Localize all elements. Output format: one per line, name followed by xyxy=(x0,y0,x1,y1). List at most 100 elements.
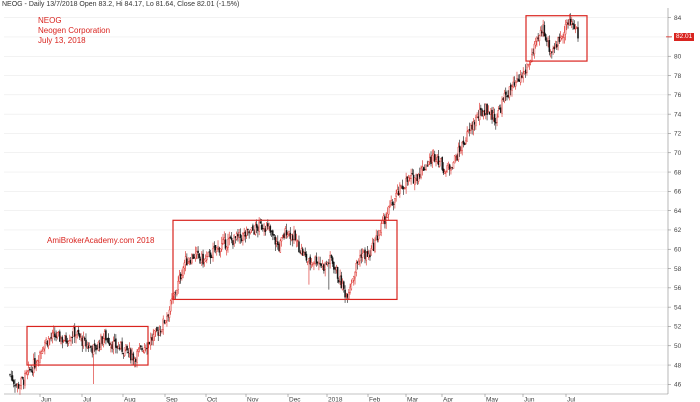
candle-body xyxy=(349,286,351,293)
candle-body xyxy=(247,229,249,231)
candle-body xyxy=(506,95,508,98)
y-tick-label: 50 xyxy=(674,343,682,350)
candle-body xyxy=(54,333,56,337)
candle-body xyxy=(72,327,75,337)
candle-body xyxy=(548,40,551,52)
candle-body xyxy=(88,345,91,348)
candle-body xyxy=(389,205,391,207)
candle-body xyxy=(446,165,448,173)
candle-body xyxy=(505,91,507,95)
candle-body xyxy=(169,300,172,312)
candle-body xyxy=(328,262,330,264)
candle-body xyxy=(264,228,267,232)
candle-body xyxy=(306,261,309,263)
candle-body xyxy=(56,332,59,338)
candle-body xyxy=(537,37,539,40)
candle-body xyxy=(24,373,26,386)
candle-body xyxy=(59,331,61,342)
candle-body xyxy=(269,226,272,233)
y-tick-label: 80 xyxy=(674,53,682,60)
candle-body xyxy=(343,281,345,289)
grid-lines xyxy=(4,17,668,385)
candle-body xyxy=(150,337,152,346)
candle-body xyxy=(32,359,35,374)
candle-body xyxy=(81,337,83,346)
candle-body xyxy=(22,379,25,385)
candle-body xyxy=(375,235,377,241)
candle-body xyxy=(141,347,143,351)
candle-body xyxy=(273,234,275,236)
candle-body xyxy=(567,22,569,25)
candle-body xyxy=(523,71,526,75)
x-tick-label: Apr xyxy=(443,397,454,402)
x-tick-label: Mar xyxy=(407,397,419,402)
candle-body xyxy=(121,341,123,352)
candle-body xyxy=(76,331,79,335)
candle-body xyxy=(106,338,108,340)
candle-body xyxy=(97,341,100,351)
candle-body xyxy=(485,104,487,114)
candle-body xyxy=(176,290,178,295)
candle-body xyxy=(232,240,234,246)
candle-body xyxy=(313,262,315,265)
candle-body xyxy=(60,338,62,344)
candle-body xyxy=(287,234,289,237)
candle-body xyxy=(153,330,156,337)
candle-body xyxy=(208,251,211,253)
candle-body xyxy=(321,263,324,267)
candle-body xyxy=(248,231,250,234)
candle-body xyxy=(339,276,341,282)
candle-body xyxy=(487,111,490,114)
candle-body xyxy=(107,337,110,344)
candle-body xyxy=(507,94,509,98)
candle-body xyxy=(554,45,557,49)
candle-body xyxy=(573,24,576,30)
candle-body xyxy=(387,206,390,215)
candle-body xyxy=(132,353,135,361)
candle-body xyxy=(131,354,133,360)
candle-body xyxy=(244,231,247,237)
candle-body xyxy=(234,236,237,239)
candle-body xyxy=(422,167,425,171)
candle-body xyxy=(257,226,259,231)
candle-body xyxy=(367,253,370,258)
candles xyxy=(9,13,579,395)
candle-body xyxy=(556,44,558,48)
candle-body xyxy=(207,252,209,257)
candle-body xyxy=(411,173,414,175)
y-tick-label: 72 xyxy=(674,131,682,138)
candle-body xyxy=(92,344,95,355)
candle-body xyxy=(275,241,278,244)
candle-body xyxy=(534,41,537,46)
candle-body xyxy=(476,114,478,118)
candle-body xyxy=(128,348,131,354)
candle-body xyxy=(376,235,379,241)
candle-body xyxy=(453,155,456,164)
candle-body xyxy=(361,253,364,258)
candle-body xyxy=(354,271,356,279)
candle-body xyxy=(229,236,232,239)
candle-body xyxy=(309,256,311,265)
candle-body xyxy=(577,27,579,39)
candle-body xyxy=(228,237,230,240)
candle-body xyxy=(448,164,451,170)
candle-body xyxy=(70,337,72,342)
candle-body xyxy=(512,81,514,88)
candle-body xyxy=(174,292,177,294)
candle-body xyxy=(284,228,287,239)
candle-body xyxy=(137,349,140,352)
candle-body xyxy=(96,348,98,350)
candle-body xyxy=(136,351,138,363)
y-tick-label: 70 xyxy=(674,150,682,157)
candle-body xyxy=(186,258,188,266)
range-box xyxy=(525,15,588,62)
candle-body xyxy=(258,221,260,232)
candle-body xyxy=(308,258,310,261)
candle-body xyxy=(143,347,146,353)
candle-body xyxy=(481,109,483,117)
candle-body xyxy=(340,275,343,289)
candle-body xyxy=(55,335,57,339)
y-axis: 4648505254565860626466687072747678808284 xyxy=(666,8,682,394)
candle-body xyxy=(379,230,381,236)
candle-body xyxy=(492,112,495,118)
